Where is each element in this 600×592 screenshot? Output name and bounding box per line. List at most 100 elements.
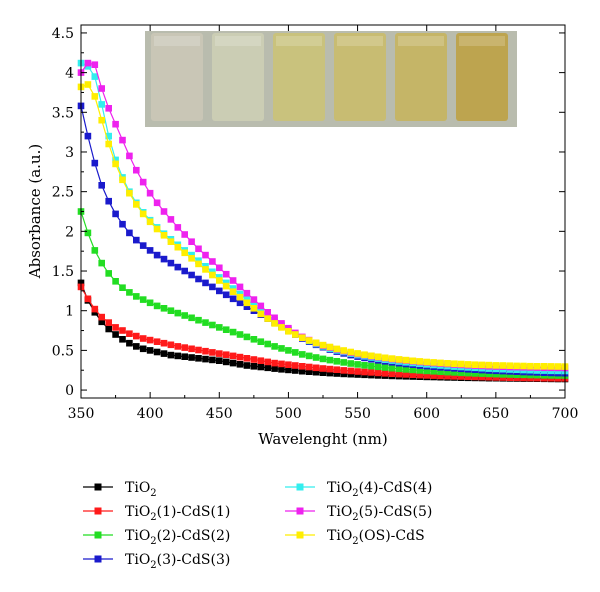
data-point [333,370,341,377]
data-point [229,288,237,295]
data-point [98,116,105,124]
y-tick-label: 1.5 [52,264,74,280]
sample-highlight [276,36,322,46]
data-point [257,363,265,371]
data-point [513,362,520,370]
data-point [139,345,147,353]
data-point [181,231,188,238]
data-point [160,232,168,239]
data-point [119,327,126,334]
data-point [202,251,209,259]
data-point [478,370,486,377]
sample-highlight [337,36,383,46]
data-point [167,351,175,359]
data-point [285,347,292,354]
data-point [229,359,237,367]
data-point [160,305,168,312]
data-point [292,367,299,374]
data-point [133,332,140,340]
sample-film [395,33,447,121]
x-tick-label: 350 [68,406,95,422]
data-point [119,336,126,343]
data-point [146,218,154,226]
data-point [202,279,209,287]
data-point [520,362,527,370]
y-tick-label: 4.5 [52,26,74,42]
data-point [216,357,223,364]
data-point [133,293,140,300]
data-point [451,373,458,380]
data-point [547,363,555,370]
data-point [257,310,265,318]
legend-marker [94,507,102,515]
data-point [243,333,251,341]
series-line [80,105,566,374]
data-point [209,258,216,265]
data-point [257,302,265,310]
data-point [84,81,92,88]
data-point [264,340,271,348]
data-point [340,359,347,366]
data-point [347,348,354,356]
data-point [146,189,154,197]
legend: TiO2 TiO2(1)-CdS(1) TiO2(2)-CdS(2) TiO2(3)-… [83,480,432,571]
data-point [347,367,354,375]
data-point [105,132,112,140]
data-point [167,341,175,349]
data-point [146,336,154,344]
data-point [250,356,258,363]
data-point [478,373,486,381]
data-point [216,264,223,272]
data-point [271,320,278,327]
sample-film [212,33,264,121]
data-point [236,293,244,301]
data-point [167,216,175,223]
data-point [375,363,382,371]
data-point [105,270,112,277]
data-point [188,238,195,245]
data-point [319,341,327,349]
data-point [181,249,188,257]
data-point [222,351,230,358]
legend-item: TiO2(2)-CdS(2) [83,528,230,547]
data-point [271,359,278,367]
data-point [444,360,451,367]
sample-highlight [154,36,200,46]
data-point [464,369,472,377]
data-point [146,247,154,254]
data-point [160,339,168,347]
legend-marker [94,555,102,563]
data-point [402,371,410,378]
data-point [195,316,202,324]
data-point [84,59,92,67]
data-point [105,105,112,112]
data-point [181,312,188,319]
data-point [437,368,444,375]
data-point [160,208,168,215]
data-point [416,358,424,365]
data-point [423,367,430,375]
legend-marker [94,531,102,539]
data-point [126,152,133,160]
x-tick-label: 550 [344,406,371,422]
data-point [112,210,119,218]
data-point [139,242,147,249]
data-point [98,85,105,92]
data-point [271,314,278,322]
y-tick-label: 2 [65,224,74,240]
data-point [229,295,237,303]
data-point [354,368,361,375]
data-point [84,295,92,303]
data-point [133,343,140,350]
data-point [133,201,140,208]
x-tick-label: 400 [137,406,164,422]
x-axis: 350 400 450 500 550 600 650 700 [68,25,578,422]
sample-film [151,33,203,121]
legend-item: TiO2(5)-CdS(5) [285,504,432,523]
data-point [174,263,182,271]
data-point [250,336,258,343]
data-point [409,366,417,374]
data-point [395,370,403,378]
data-point [119,176,126,184]
data-point [340,367,347,374]
